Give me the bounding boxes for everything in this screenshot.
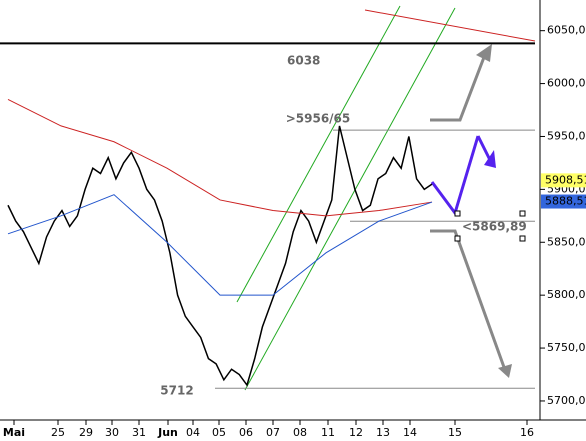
x-tick-label: 05: [212, 426, 226, 439]
level-label: 6038: [287, 54, 320, 68]
x-tick-label: 14: [403, 426, 417, 439]
y-tick-label: 5800,00: [547, 288, 586, 301]
x-tick-label: 07: [266, 426, 280, 439]
marker: [454, 235, 461, 242]
arrow: [430, 51, 488, 122]
x-tick-label: 06: [239, 426, 253, 439]
level-label: >5956/65: [286, 112, 351, 126]
x-tick-label: Jun: [157, 426, 178, 439]
price-tag: [541, 194, 586, 209]
y-tick-label: 5950,00: [547, 129, 586, 142]
x-tick-label: 25: [51, 426, 65, 439]
arrow-head: [476, 44, 492, 62]
x-tick-label: Mai: [3, 426, 25, 439]
x-tick-label: 15: [448, 426, 462, 439]
x-tick-label: 11: [321, 426, 335, 439]
level-label: 5712: [160, 384, 193, 398]
x-tick-label: 30: [105, 426, 119, 439]
x-tick-label: 13: [376, 426, 390, 439]
marker: [454, 210, 461, 217]
price-tag: [541, 173, 586, 188]
series-line: [7, 98, 433, 217]
arrow-head: [498, 364, 512, 378]
y-tick-label: 6000,00: [547, 77, 586, 90]
marker: [519, 235, 526, 242]
x-tick-label: 08: [293, 426, 307, 439]
trend-line: [364, 9, 536, 42]
x-tick-label: 04: [186, 426, 200, 439]
y-tick-label: 5750,00: [547, 341, 586, 354]
arrow-head: [484, 150, 496, 168]
y-tick-label: 5850,00: [547, 235, 586, 248]
x-tick-label: 16: [520, 426, 534, 439]
y-tick-label: 5700,00: [547, 394, 586, 407]
level-label: <5869,89: [462, 220, 527, 234]
channel-line: [236, 5, 401, 303]
x-tick-label: 12: [349, 426, 363, 439]
arrow: [476, 135, 492, 161]
x-tick-label: 31: [132, 426, 146, 439]
series-line: [7, 194, 433, 296]
series-line: [7, 125, 433, 387]
x-tick-label: 29: [79, 426, 93, 439]
price-tag-label: 5888,51: [545, 195, 586, 208]
channel-line: [244, 7, 456, 391]
price-tag-label: 5908,51: [545, 173, 586, 186]
y-tick-label: 6050,00: [547, 24, 586, 37]
arrow: [430, 229, 507, 371]
marker: [519, 210, 526, 217]
